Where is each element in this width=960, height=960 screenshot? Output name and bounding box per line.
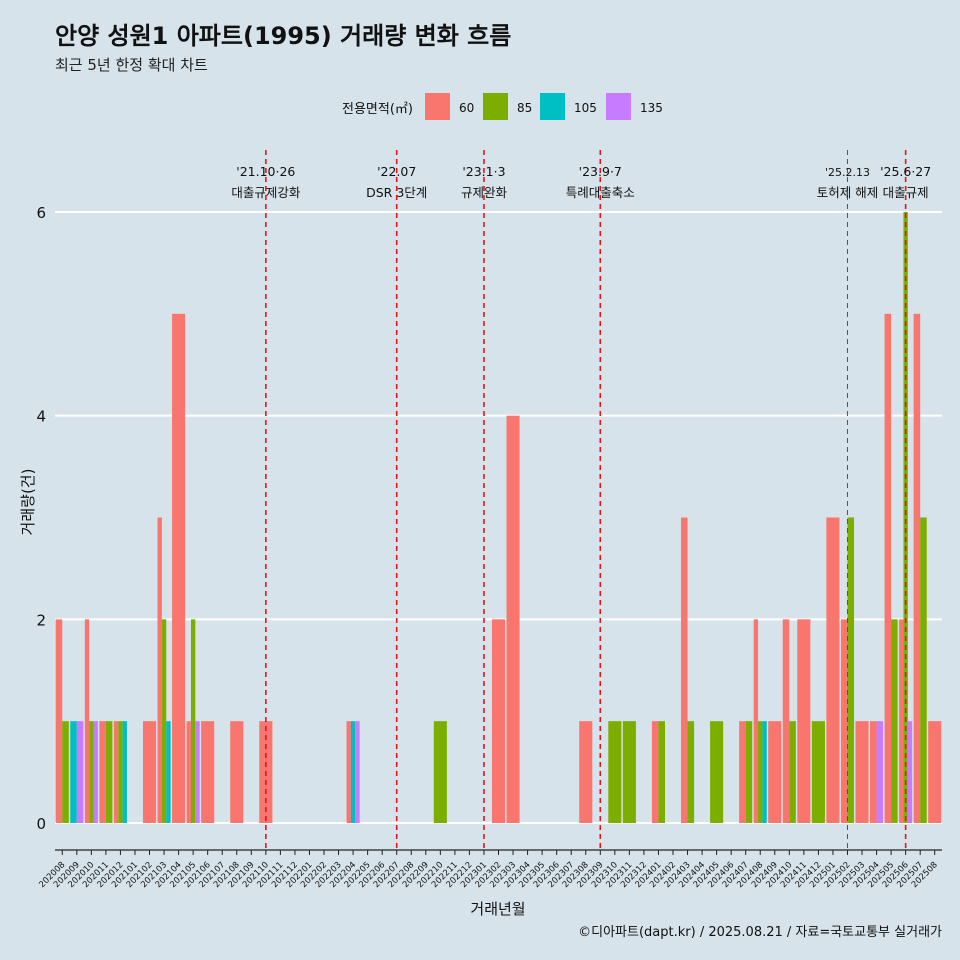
bar-85-202410: 85 202410: 1 <box>789 721 796 823</box>
bar-85-202407: 85 202407: 1 <box>745 721 753 823</box>
bar-85-202408: 85 202408: 1 <box>758 721 763 823</box>
bar-60-202011: 60 202011: 1 <box>99 721 106 823</box>
y-tick-label: 0 <box>36 815 46 833</box>
bar-60-202508: 60 202508: 1 <box>928 721 942 823</box>
bar-85-202502: 85 202502: 3 <box>847 517 855 823</box>
event-label: 대출규제강화 <box>231 185 301 200</box>
event-label: DSR 3단계 <box>366 185 427 200</box>
event-date: '25.2.13 <box>825 166 870 179</box>
bar-135-202105: 135 202105: 1 <box>195 721 200 823</box>
y-tick-label: 6 <box>36 204 46 222</box>
bar-85-202210: 85 202210: 1 <box>433 721 447 823</box>
bar-60-202204: 60 202204: 1 <box>346 721 351 823</box>
bar-60-202105: 60 202105: 1 <box>186 721 191 823</box>
event-date: '23.9·7 <box>579 164 622 179</box>
bar-85-202505: 85 202505: 2 <box>891 619 898 823</box>
legend-key-85 <box>483 93 508 120</box>
caption: ©디아파트(dapt.kr) / 2025.08.21 / 자료=국토교통부 실… <box>578 925 942 940</box>
bar-60-202108: 60 202108: 1 <box>230 721 244 823</box>
bar-60-202302: 60 202302: 2 <box>491 619 506 823</box>
bar-135-202504: 135 202504: 1 <box>876 721 884 823</box>
event-date: '25.6·27 <box>880 164 931 179</box>
bar-60-202102: 60 202102: 1 <box>142 721 157 823</box>
bar-60-202503: 60 202503: 1 <box>855 721 869 823</box>
bar-105-202204: 105 202204: 1 <box>350 721 356 823</box>
bar-85-202412: 85 202412: 1 <box>811 721 825 823</box>
bar-60-202010: 60 202010: 2 <box>84 619 90 823</box>
event-label: 대출규제 <box>883 185 929 200</box>
event-label: 토허제 해제 <box>817 185 878 200</box>
bar-135-202204: 135 202204: 1 <box>355 721 360 823</box>
bar-60-202103: 60 202103: 3 <box>157 517 162 823</box>
legend-label-60: 60 <box>459 101 474 115</box>
legend-label-85: 85 <box>517 101 532 115</box>
bar-85-202405: 85 202405: 1 <box>710 721 724 823</box>
bar-105-202012: 105 202012: 1 <box>122 721 127 823</box>
chart-title: 안양 성원1 아파트(1995) 거래량 변화 흐름 <box>55 22 511 50</box>
bar-135-202506: 135 202506: 1 <box>907 721 913 823</box>
bar-60-202507: 60 202507: 5 <box>913 313 921 823</box>
bar-85-202105: 85 202105: 2 <box>190 619 196 823</box>
bar-60-202012: 60 202012: 1 <box>113 721 119 823</box>
bar-85-202010: 85 202010: 1 <box>89 721 94 823</box>
chart-subtitle: 최근 5년 한정 확대 차트 <box>55 56 208 74</box>
bar-60-202410: 60 202410: 2 <box>782 619 790 823</box>
bar-60-202501: 60 202501: 3 <box>826 517 840 823</box>
y-tick-label: 4 <box>36 408 46 426</box>
bar-60-202408: 60 202408: 2 <box>753 619 759 823</box>
event-date: '23.1·3 <box>462 164 505 179</box>
bar-135-202010: 135 202010: 1 <box>93 721 98 823</box>
bar-85-202011: 85 202011: 1 <box>105 721 113 823</box>
bar-85-202008: 85 202008: 1 <box>62 721 69 823</box>
bar-60-202407: 60 202407: 1 <box>739 721 746 823</box>
bar-85-202403: 85 202403: 1 <box>687 721 695 823</box>
bar-60-202104: 60 202104: 5 <box>172 313 186 823</box>
bar-60-202506: 60 202506: 2 <box>899 619 904 823</box>
event-label: 규제완화 <box>461 185 508 200</box>
legend-title: 전용면적(㎡) <box>342 102 413 117</box>
bar-60-202505: 60 202505: 5 <box>884 313 892 823</box>
bar-60-202106: 60 202106: 1 <box>201 721 215 823</box>
event-date: '21.10·26 <box>236 164 295 179</box>
bar-60-202502: 60 202502: 2 <box>840 619 848 823</box>
bar-60-202403: 60 202403: 3 <box>680 517 688 823</box>
legend-key-60 <box>425 93 450 120</box>
event-date: '22.07 <box>377 164 416 179</box>
bar-105-202009: 105 202009: 1 <box>70 721 77 823</box>
bar-60-202308: 60 202308: 1 <box>579 721 593 823</box>
bar-60-202008: 60 202008: 2 <box>55 619 63 823</box>
bar-85-202311: 85 202311: 1 <box>622 721 636 823</box>
bar-60-202401: 60 202401: 1 <box>651 721 659 823</box>
bar-85-202310: 85 202310: 1 <box>608 721 622 823</box>
event-label: 특례대출축소 <box>566 185 635 200</box>
bar-60-202303: 60 202303: 4 <box>506 415 520 823</box>
y-tick-label: 2 <box>36 611 46 629</box>
bar-60-202411: 60 202411: 2 <box>797 619 811 823</box>
bar-85-202401: 85 202401: 1 <box>658 721 665 823</box>
bar-60-202504: 60 202504: 1 <box>870 721 877 823</box>
bar-85-202103: 85 202103: 2 <box>161 619 167 823</box>
legend: 전용면적(㎡) 60 85 105 135 <box>342 93 663 120</box>
bar-60-202409: 60 202409: 1 <box>768 721 782 823</box>
bar-85-202506: 85 202506: 6 <box>903 212 908 823</box>
x-axis-label: 거래년월 <box>470 900 525 918</box>
legend-label-105: 105 <box>574 101 597 115</box>
legend-label-135: 135 <box>640 101 663 115</box>
y-axis-label: 거래량(건) <box>19 469 37 536</box>
legend-key-135 <box>606 93 631 120</box>
bar-105-202103: 105 202103: 1 <box>166 721 171 823</box>
legend-key-105 <box>540 93 565 120</box>
bar-85-202507: 85 202507: 3 <box>920 517 927 823</box>
bar-105-202408: 105 202408: 1 <box>762 721 767 823</box>
bar-135-202009: 135 202009: 1 <box>76 721 84 823</box>
bar-85-202012: 85 202012: 1 <box>118 721 123 823</box>
